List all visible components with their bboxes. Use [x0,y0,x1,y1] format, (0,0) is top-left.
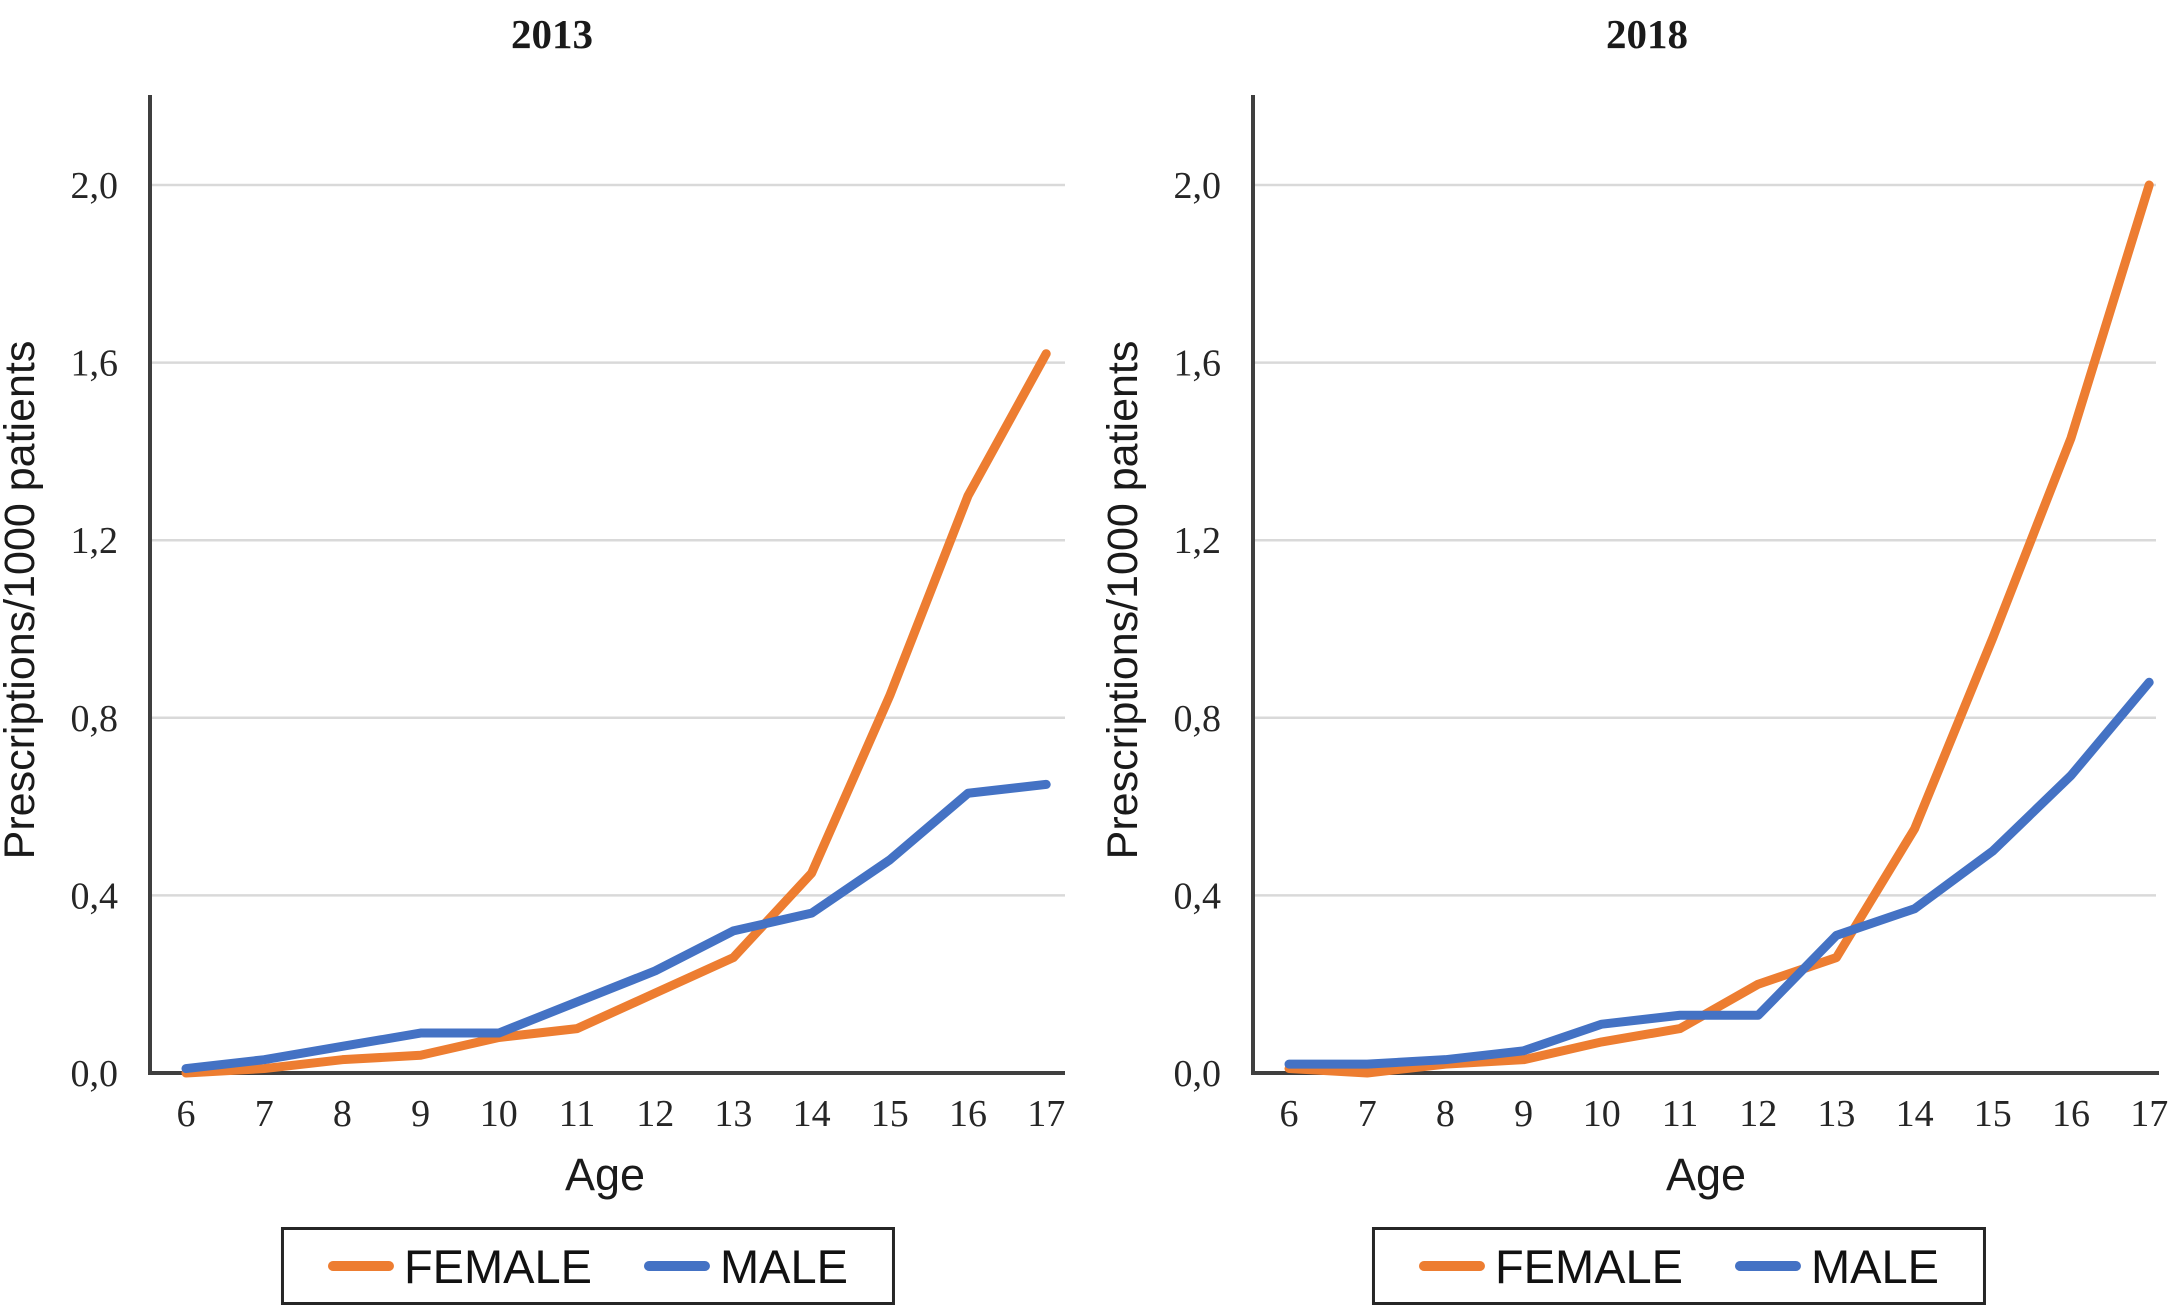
svg-text:0,4: 0,4 [71,875,119,917]
svg-text:15: 15 [1974,1093,2012,1135]
x-axis-title: Age [1666,1149,1746,1200]
legend-2018: FEMALE MALE [1371,1227,1987,1305]
svg-text:10: 10 [480,1093,518,1135]
svg-text:9: 9 [1514,1093,1533,1135]
svg-text:2,0: 2,0 [71,165,119,207]
svg-text:6: 6 [1280,1093,1299,1135]
y-tick-labels: 0,0 0,4 0,8 1,2 1,6 2,0 [1174,165,1222,1095]
panel-2018: 0,0 0,4 0,8 1,2 1,6 2,0 6 7 8 9 10 11 12 13 14 15 16 17 … [1091,0,2182,1315]
svg-text:2,0: 2,0 [1174,165,1222,207]
gridlines [150,183,1065,897]
male-line [181,779,1051,1074]
female-line-swatch [327,1261,394,1271]
svg-text:0,8: 0,8 [71,698,119,740]
male-line-swatch [1735,1261,1802,1271]
legend-item-male: MALE [644,1239,848,1294]
x-tick-labels: 6 7 8 9 10 11 12 13 14 15 16 17 [177,1093,1066,1135]
svg-text:0,8: 0,8 [1174,698,1222,740]
svg-text:11: 11 [1662,1093,1699,1135]
svg-text:15: 15 [871,1093,909,1135]
svg-text:17: 17 [1027,1093,1065,1135]
svg-text:0,4: 0,4 [1174,875,1222,917]
svg-text:12: 12 [636,1093,674,1135]
svg-text:0,0: 0,0 [1174,1053,1222,1095]
svg-text:6: 6 [177,1093,196,1135]
x-tick-labels: 6 7 8 9 10 11 12 13 14 15 16 17 [1280,1093,2169,1135]
female-line [181,349,1051,1078]
female-line-swatch [1418,1261,1485,1271]
svg-text:14: 14 [1896,1093,1934,1135]
chart-title: 2018 [1606,11,1688,57]
svg-text:1,6: 1,6 [71,343,119,385]
y-axis-title: Prescriptions/1000 patients [1099,341,1147,860]
female-line [1284,180,2154,1078]
svg-text:16: 16 [949,1093,987,1135]
legend-label-male: MALE [720,1239,849,1293]
y-axis-title: Prescriptions/1000 patients [0,341,44,860]
svg-text:1,2: 1,2 [1174,520,1222,562]
svg-text:1,2: 1,2 [71,520,119,562]
svg-text:1,6: 1,6 [1174,343,1222,385]
svg-text:0,0: 0,0 [71,1053,119,1095]
svg-text:11: 11 [559,1093,596,1135]
svg-text:8: 8 [1436,1093,1455,1135]
chart-2018-svg: 0,00,40,81,21,62,0 6 7 8 9 10 11 12 13 14 15 16 17 … [1099,11,2169,1200]
svg-text:12: 12 [1739,1093,1777,1135]
legend-label-male: MALE [1811,1239,1940,1293]
svg-text:9: 9 [411,1093,430,1135]
svg-text:10: 10 [1583,1093,1621,1135]
svg-text:13: 13 [1817,1093,1855,1135]
svg-text:13: 13 [714,1093,752,1135]
x-axis-title: Age [565,1149,645,1200]
chart-2013-svg: 0,00,40,81,21,62,0 6 7 8 9 10 11 12 13 14 15 16 17 … [0,11,1066,1200]
svg-text:14: 14 [793,1093,831,1135]
legend-label-female: FEMALE [1494,1239,1684,1293]
legend-2013: FEMALE MALE [280,1227,896,1305]
svg-text:16: 16 [2052,1093,2090,1135]
legend-item-male: MALE [1735,1239,1939,1294]
legend-item-female: FEMALE [1418,1239,1684,1294]
legend-item-female: FEMALE [327,1239,593,1294]
svg-text:17: 17 [2130,1093,2168,1135]
svg-text:7: 7 [255,1093,274,1135]
male-line-swatch [644,1261,711,1271]
chart-title: 2013 [511,11,593,57]
gridlines [1253,183,2156,897]
legend-label-female: FEMALE [403,1239,593,1293]
male-line [1284,677,2154,1069]
svg-text:8: 8 [333,1093,352,1135]
svg-text:7: 7 [1358,1093,1377,1135]
panel-2013: 0,0 0,4 0,8 1,2 1,6 2,0 6 7 8 9 10 11 12 13 14 15 16 17 … [0,11,1066,1305]
y-tick-labels: 0,0 0,4 0,8 1,2 1,6 2,0 [71,165,119,1095]
